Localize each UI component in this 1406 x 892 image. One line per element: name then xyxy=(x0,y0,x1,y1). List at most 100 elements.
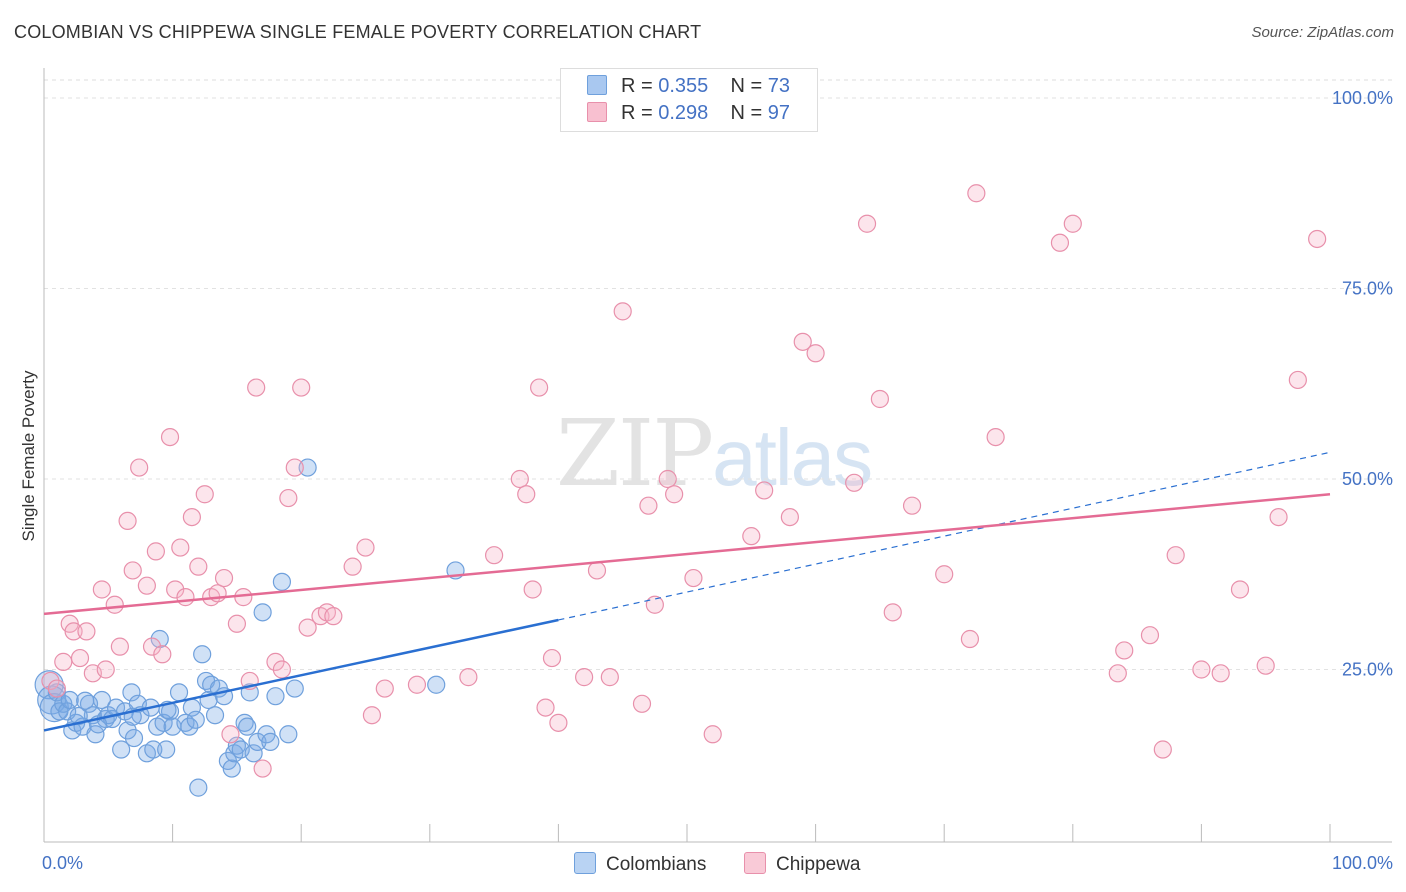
chippewa-point xyxy=(1063,214,1082,233)
chippewa-point xyxy=(549,713,568,732)
chippewa-point xyxy=(1308,229,1327,249)
chippewa-point xyxy=(536,698,555,717)
chart-title: COLOMBIAN VS CHIPPEWA SINGLE FEMALE POVE… xyxy=(14,22,702,42)
chippewa-point xyxy=(575,668,594,687)
chippewa-point xyxy=(613,302,632,321)
bottom-legend-swatch-chippewa xyxy=(744,852,766,874)
chippewa-point xyxy=(806,344,825,363)
chippewa-point xyxy=(870,389,890,409)
chippewa-point xyxy=(1108,664,1127,683)
legend-swatch-chippewa xyxy=(587,102,607,122)
chippewa-point xyxy=(137,576,156,595)
chippewa-point xyxy=(214,568,234,588)
colombians-point xyxy=(69,706,88,726)
chippewa-point xyxy=(96,660,115,679)
chippewa-point xyxy=(587,561,607,580)
chippewa-point xyxy=(517,485,536,504)
chippewa-point xyxy=(298,618,317,637)
chippewa-trend-line xyxy=(43,492,1331,616)
colombians-point xyxy=(285,679,304,698)
colombians-point xyxy=(189,778,208,797)
chippewa-point xyxy=(105,595,124,614)
chippewa-point xyxy=(542,648,562,668)
bottom-legend-colombians[interactable]: Colombians xyxy=(574,852,706,876)
colombians-point xyxy=(222,759,241,778)
legend-n-value: 73 xyxy=(767,75,791,97)
chippewa-point xyxy=(639,496,658,515)
chippewa-point xyxy=(343,557,362,576)
chippewa-point xyxy=(1288,370,1307,390)
chippewa-point xyxy=(272,660,292,679)
chippewa-point xyxy=(285,458,304,477)
chippewa-point xyxy=(658,469,677,489)
chippewa-point xyxy=(123,561,142,580)
chippewa-point xyxy=(253,759,272,778)
y-tick-label: 75.0% xyxy=(1342,279,1393,299)
bottom-legend-swatch-colombians xyxy=(574,852,596,874)
chippewa-point xyxy=(375,679,394,698)
chippewa-point xyxy=(227,614,246,633)
chippewa-point xyxy=(742,527,761,546)
colombians-point xyxy=(298,458,317,477)
chippewa-point xyxy=(935,565,954,584)
chippewa-point xyxy=(1153,740,1172,759)
x-tick-label: 100.0% xyxy=(1332,853,1393,873)
colombians-point xyxy=(60,690,79,710)
chippewa-point xyxy=(292,378,311,397)
colombians-point xyxy=(427,675,446,694)
colombians-trend-line xyxy=(43,618,559,732)
legend-r-value: 0.355 xyxy=(658,75,709,97)
colombians-point xyxy=(205,706,225,725)
colombians-point xyxy=(124,728,144,748)
colombians-point xyxy=(266,687,285,706)
bottom-legend-label: Colombians xyxy=(606,854,707,875)
legend-row-colombians: R = 0.355 N = 73 xyxy=(587,75,790,101)
chippewa-point xyxy=(54,652,73,671)
colombians-point xyxy=(180,717,199,736)
colombians-point xyxy=(112,740,131,759)
legend-n-label: N = xyxy=(730,102,763,124)
chippewa-point xyxy=(845,473,864,492)
bottom-legend-chippewa[interactable]: Chippewa xyxy=(744,852,861,876)
colombians-point xyxy=(244,744,263,763)
chippewa-point xyxy=(523,580,542,599)
bottom-legend-label: Chippewa xyxy=(776,854,861,875)
chippewa-point xyxy=(1166,546,1185,565)
chippewa-point xyxy=(176,588,195,607)
chippewa-point xyxy=(883,603,902,622)
chippewa-point xyxy=(793,332,812,351)
colombians-point xyxy=(122,683,141,702)
colombians-point xyxy=(169,683,189,702)
chippewa-point xyxy=(221,725,240,744)
y-axis-label: Single Female Poverty xyxy=(19,370,38,542)
chippewa-point xyxy=(986,427,1005,447)
chippewa-point xyxy=(1192,660,1211,679)
y-tick-label: 50.0% xyxy=(1342,469,1393,489)
chippewa-point xyxy=(600,668,619,687)
colombians-point xyxy=(279,725,298,744)
chippewa-point xyxy=(459,668,478,687)
watermark-zip: ZIP xyxy=(556,400,714,507)
legend-row-chippewa: R = 0.298 N = 97 xyxy=(587,102,790,128)
chippewa-point xyxy=(684,568,703,588)
chippewa-point xyxy=(703,725,722,744)
source-label: Source: ZipAtlas.com xyxy=(1251,24,1394,41)
colombians-point xyxy=(253,603,272,622)
chippewa-point xyxy=(485,546,504,565)
colombians-point xyxy=(144,740,163,759)
chippewa-point xyxy=(166,580,185,599)
chippewa-point xyxy=(1269,507,1288,527)
chippewa-point xyxy=(665,485,684,504)
chippewa-point xyxy=(632,694,652,713)
legend-r-label: R = xyxy=(621,75,653,97)
chippewa-point xyxy=(510,469,529,489)
chippewa-point xyxy=(645,595,664,614)
chippewa-point xyxy=(64,622,83,641)
chippewa-point xyxy=(160,427,180,447)
chippewa-point xyxy=(153,645,172,664)
chippewa-point xyxy=(530,378,549,397)
y-tick-label: 25.0% xyxy=(1342,660,1393,680)
chippewa-point xyxy=(266,652,285,671)
chippewa-point xyxy=(1256,656,1275,675)
